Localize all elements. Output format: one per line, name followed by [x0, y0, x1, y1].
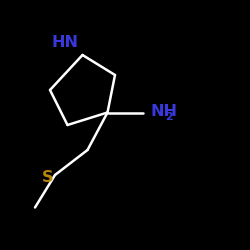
Text: S: S	[42, 170, 53, 185]
Text: HN: HN	[52, 35, 78, 50]
Text: 2: 2	[166, 112, 173, 122]
Text: NH: NH	[150, 104, 177, 119]
